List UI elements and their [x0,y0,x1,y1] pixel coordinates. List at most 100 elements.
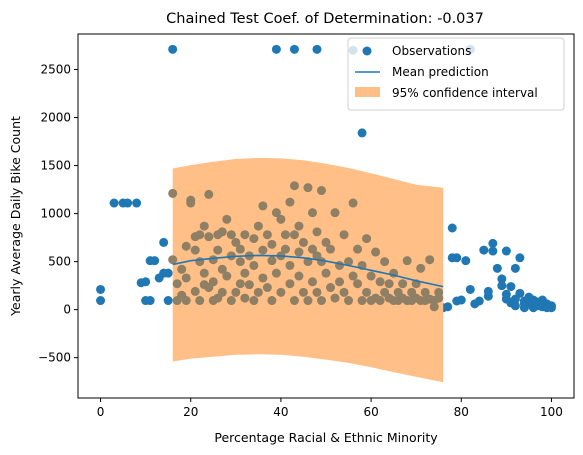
observation-point-in-band [285,279,295,289]
observation-point [447,223,457,233]
y-tick-label: 0 [63,303,71,317]
observation-point-in-band [267,239,277,249]
observation-point-in-band [226,296,236,306]
observation-point-in-band [195,230,205,240]
observation-point-in-band [312,287,322,297]
observation-point-in-band [285,260,295,270]
observation-point-in-band [398,279,408,289]
observation-point [488,238,498,248]
observation-point-in-band [262,230,272,240]
observation-point-in-band [195,296,205,306]
x-tick-label: 20 [183,405,198,419]
observation-point-in-band [357,296,367,306]
observation-point-in-band [253,287,263,297]
x-axis-label: Percentage Racial & Ethnic Minority [214,430,438,445]
x-tick-label: 80 [454,405,469,419]
observation-point-in-band [353,279,363,289]
observation-point-in-band [321,237,331,247]
x-tick-label: 60 [363,405,378,419]
observation-point-in-band [348,271,358,281]
observation-point [271,44,281,54]
observation-point-in-band [307,277,317,287]
observation-point [501,246,511,256]
observation-point-in-band [204,232,214,242]
observation-point-in-band [267,256,277,266]
legend-mean-label: Mean prediction [392,65,489,79]
observation-point-in-band [235,244,245,254]
observation-point [109,198,119,208]
y-axis-label: Yearly Average Daily Bike Count [8,116,23,317]
observation-point-in-band [271,268,281,278]
observation-point [141,277,151,287]
observation-point-in-band [240,268,250,278]
observation-point [510,263,520,273]
observation-point [546,303,556,313]
observation-point [145,296,155,306]
observation-point-in-band [208,277,218,287]
y-tick-label: 2500 [40,63,71,77]
observation-point-in-band [168,255,178,265]
observation-point-in-band [362,234,372,244]
observation-point [443,302,453,312]
observation-point-in-band [226,230,236,240]
observation-point [461,256,471,266]
observation-point-in-band [303,296,313,306]
observation-point-in-band [339,230,349,240]
observation-point-in-band [434,287,444,297]
observation-point [168,44,178,54]
mean-prediction-line [172,254,444,288]
observation-point [357,128,367,138]
observation-point-in-band [276,287,286,297]
observation-point-in-band [249,234,259,244]
observation-point-in-band [298,237,308,247]
observation-point-in-band [380,257,390,267]
observation-point-in-band [222,271,232,281]
observation-point-in-band [186,198,196,208]
observation-point-in-band [267,296,277,306]
observation-point-in-band [344,296,354,306]
observation-point-in-band [199,221,209,231]
observation-point [506,282,516,292]
observation-point-in-band [231,237,241,247]
observation-point [474,296,484,306]
y-tick-label: 2000 [40,111,71,125]
observation-point-in-band [294,271,304,281]
observation-point-in-band [199,268,209,278]
observation-point-in-band [217,287,227,297]
observation-point-in-band [307,208,317,218]
observation-point-in-band [339,287,349,297]
observation-point-in-band [298,287,308,297]
y-tick-label: 1500 [40,159,71,173]
observation-point-in-band [249,260,259,270]
observation-point [132,198,142,208]
observation-point-in-band [330,293,340,303]
observation-point [456,295,466,305]
observation-point-in-band [366,271,376,281]
observation-point [123,198,133,208]
observation-point [501,294,511,304]
observation-point-in-band [285,197,295,207]
observation-point-in-band [289,181,299,191]
x-tick-label: 100 [540,405,563,419]
observation-point-in-band [217,227,227,237]
observation-point [150,256,160,266]
observation-point-in-band [289,296,299,306]
legend-box [347,37,565,111]
observation-point-in-band [181,296,191,306]
legend: Observations Mean prediction 95% confide… [347,37,565,111]
observation-point-in-band [271,208,281,218]
observation-point-in-band [344,257,354,267]
observation-point-in-band [294,221,304,231]
observation-point-in-band [312,227,322,237]
observation-point-in-band [177,264,187,274]
observation-point-in-band [375,296,385,306]
observation-point-in-band [217,264,227,274]
observation-point [479,245,489,255]
legend-observations-label: Observations [392,44,471,58]
observation-point-in-band [244,280,254,290]
observation-point-in-band [240,293,250,303]
observation-point-in-band [258,273,268,283]
observation-point [519,296,529,306]
observation-point-in-band [326,283,336,293]
